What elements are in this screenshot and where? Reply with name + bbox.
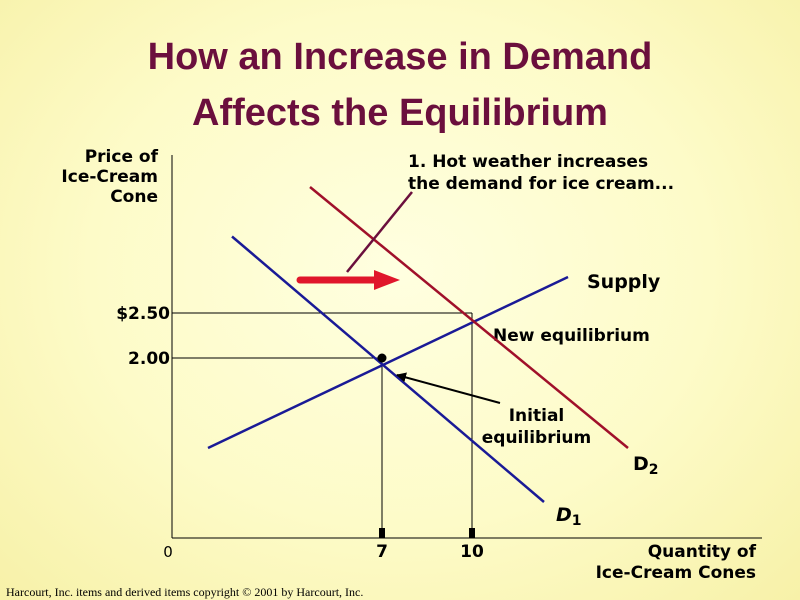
d1-label-main: D — [556, 504, 572, 526]
initial-equilibrium-pointer — [396, 372, 501, 404]
x-axis-label-line-1: Quantity of — [647, 542, 756, 562]
y-axis-label: Price of Ice-Cream Cone — [61, 147, 158, 207]
initial-equilibrium-point — [377, 353, 387, 363]
demand-curve-d1-label: D1 — [556, 504, 582, 529]
initial-equilibrium-label-line-2: equilibrium — [481, 428, 592, 448]
demand-shift-arrow-icon — [296, 270, 400, 290]
y-tick-label-2-00: 2.00 — [128, 349, 170, 369]
origin-label: 0 — [163, 543, 173, 561]
copyright-footer: Harcourt, Inc. items and derived items c… — [6, 585, 364, 599]
supply-curve-label: Supply — [587, 271, 661, 293]
y-axis-label-line-1: Price of — [84, 147, 158, 167]
x-tick-label-10: 10 — [460, 542, 484, 562]
d2-label-subscript: 2 — [649, 462, 659, 478]
supply-curve — [207, 275, 569, 450]
demand-curve-d2-label: D2 — [633, 453, 659, 478]
initial-equilibrium-label-line-1: Initial — [508, 406, 565, 426]
y-tick-label-2-50: $2.50 — [116, 304, 170, 324]
initial-equilibrium-label: Initial equilibrium — [474, 405, 599, 449]
y-axis-label-line-3: Cone — [110, 187, 158, 207]
chart-title-line-2: Affects the Equilibrium — [192, 92, 608, 134]
demand-shift-annotation-line-2: the demand for ice cream... — [408, 174, 675, 194]
x-tick-mark-10 — [469, 528, 475, 538]
d1-label-subscript: 1 — [572, 513, 582, 529]
new-equilibrium-label: New equilibrium — [493, 326, 650, 346]
chart-title-line-1: How an Increase in Demand — [147, 36, 653, 78]
x-axis-label-line-2: Ice-Cream Cones — [595, 563, 756, 583]
demand-curve-d2 — [309, 186, 629, 449]
x-tick-mark-7 — [379, 528, 385, 538]
demand-shift-leader-line — [346, 191, 413, 273]
y-axis-label-line-2: Ice-Cream — [61, 167, 158, 187]
demand-shift-annotation-line-1: 1. Hot weather increases — [408, 152, 649, 172]
d2-label-main: D — [633, 453, 649, 475]
x-tick-label-7: 7 — [376, 542, 388, 562]
demand-shift-annotation: 1. Hot weather increases the demand for … — [408, 151, 674, 195]
x-axis-label: Quantity of Ice-Cream Cones — [596, 542, 756, 584]
demand-curve-d1 — [231, 235, 545, 503]
